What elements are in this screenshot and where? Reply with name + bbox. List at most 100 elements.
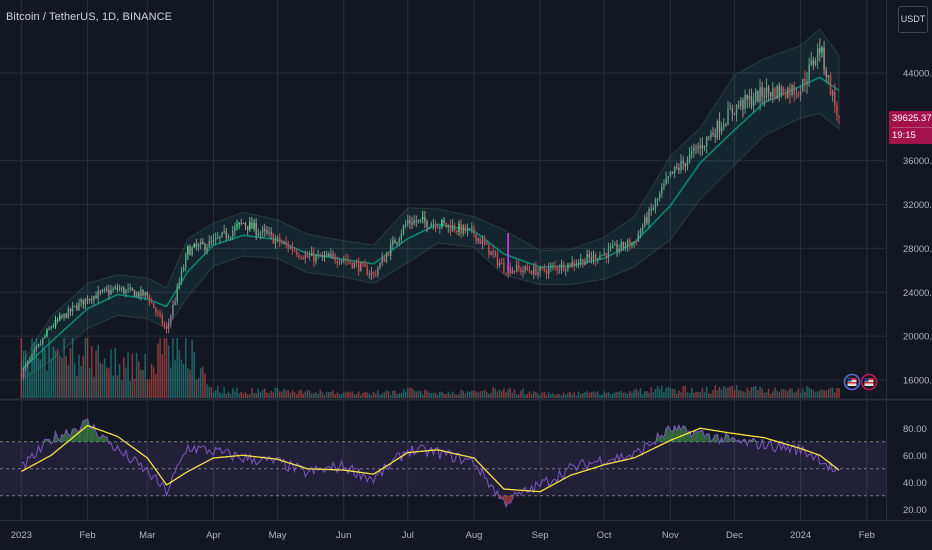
candle-body (296, 251, 298, 256)
candle-body (729, 108, 731, 110)
candle-body (503, 263, 505, 273)
us-flag-icon-1[interactable] (843, 373, 861, 391)
candle-body (752, 100, 755, 106)
candle-body (306, 254, 309, 258)
candle-body (718, 120, 721, 132)
volume-bar (584, 392, 586, 398)
candle-body (618, 249, 620, 252)
volume-bar (336, 392, 339, 398)
candle-body (705, 136, 708, 147)
candle-body (584, 260, 586, 266)
volume-bar (686, 392, 689, 398)
volume-bar (144, 353, 146, 398)
candle-body (774, 88, 776, 99)
volume-bar (458, 394, 460, 398)
volume-bar (353, 394, 356, 398)
candle-body (688, 154, 691, 161)
candle-body (825, 70, 827, 77)
candle-body (334, 255, 336, 262)
rsi-tick-label: 80.00 (903, 424, 927, 435)
candle-body (24, 365, 27, 369)
volume-bar (789, 388, 791, 398)
rsi-pane[interactable] (0, 418, 886, 508)
candle-body (67, 308, 70, 319)
volume-bar (646, 391, 648, 398)
candle-body (460, 223, 462, 234)
candle-body (697, 147, 699, 149)
symbol-title: Bitcoin / TetherUS, 1D, BINANCE (6, 11, 173, 23)
candle-body (795, 93, 798, 95)
volume-bar (319, 389, 321, 398)
candle-body (221, 232, 223, 237)
volume-bar (513, 389, 516, 398)
price-tick-label: 16000.00 (903, 376, 932, 387)
volume-bar (614, 392, 616, 398)
candle-body (471, 227, 473, 229)
candle-body (641, 226, 644, 231)
volume-bar (338, 393, 341, 398)
candle-body (321, 255, 324, 257)
candle-body (714, 134, 716, 138)
candle-body (712, 133, 714, 135)
volume-bar (601, 394, 603, 398)
candle-body (385, 254, 388, 262)
candle-body (249, 222, 251, 230)
volume-bar (684, 385, 687, 398)
candle-body (716, 120, 719, 138)
volume-bar (808, 387, 810, 398)
candle-body (88, 299, 91, 301)
candle-body (763, 96, 766, 98)
candle-body (287, 244, 289, 249)
time-tick-label: May (269, 530, 287, 541)
candle-body (530, 271, 533, 275)
us-flag-icon-2[interactable] (860, 373, 878, 391)
volume-bar (404, 391, 407, 398)
volume-bar (746, 387, 748, 398)
volume-bar (389, 394, 392, 398)
candle-body (116, 287, 119, 290)
event-markers[interactable] (843, 373, 878, 391)
currency-button[interactable]: USDT (898, 6, 928, 33)
volume-bar (836, 388, 838, 398)
volume-bar (537, 393, 539, 398)
volume-bar (56, 348, 59, 398)
candle-body (110, 289, 112, 295)
volume-bar (116, 375, 119, 398)
candle-body (362, 263, 364, 265)
candle-body (505, 272, 507, 274)
candle-body (48, 328, 50, 330)
candle-body (86, 298, 89, 301)
volume-bar (594, 392, 597, 398)
candle-body (176, 286, 178, 302)
volume-bar (289, 393, 292, 398)
candle-body (819, 48, 821, 53)
candle-body (78, 302, 80, 310)
rsi-overbought-fill (43, 419, 781, 442)
volume-bar (823, 390, 825, 398)
candle-body (755, 90, 757, 101)
candle-body (808, 64, 810, 81)
candle-body (620, 241, 623, 250)
candle-body (238, 222, 240, 225)
volume-bar (257, 388, 260, 398)
volume-bar (682, 386, 684, 398)
volume-bar (20, 338, 23, 398)
candle-body (746, 95, 748, 100)
volume-bar (644, 391, 646, 398)
volume-bar (432, 392, 435, 398)
candle-body (541, 266, 544, 268)
candle-body (434, 224, 437, 229)
price-tick-label: 20000.00 (903, 332, 932, 343)
candle-body (76, 305, 78, 310)
volume-bar (366, 392, 368, 398)
volume-bar (86, 338, 89, 398)
volume-bar (27, 363, 29, 398)
candle-body (285, 242, 287, 245)
candle-body (61, 315, 63, 318)
candle-body (421, 217, 424, 219)
volume-bar (744, 392, 746, 398)
volume-bar (742, 391, 744, 398)
candle-body (195, 243, 198, 247)
